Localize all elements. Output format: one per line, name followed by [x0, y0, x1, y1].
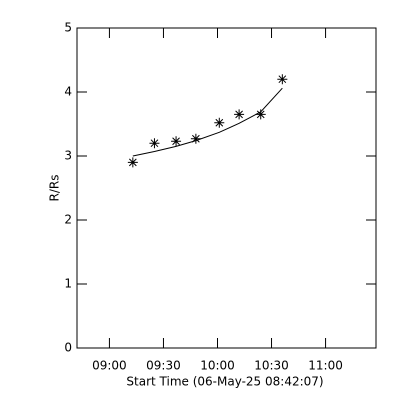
x-tick-label: 10:30 [254, 359, 289, 373]
point [234, 109, 245, 120]
y-axis-label: R/Rs [48, 175, 62, 202]
plot-frame [76, 27, 377, 349]
x-tick-label: 09:30 [146, 359, 181, 373]
point [190, 133, 201, 144]
y-tick-label: 3 [64, 149, 72, 163]
x-axis-label: Start Time (06-May-25 08:42:07) [126, 375, 323, 389]
x-tick-label: 11:00 [308, 359, 343, 373]
x-tick-label: 09:00 [92, 359, 127, 373]
y-tick-label: 5 [64, 21, 72, 35]
point [171, 136, 182, 147]
point [127, 157, 138, 168]
y-tick-label: 2 [64, 213, 72, 227]
point [255, 109, 266, 120]
point [214, 117, 225, 128]
point [149, 138, 160, 149]
y-tick-label: 4 [64, 85, 72, 99]
y-tick-label: 1 [64, 277, 72, 291]
y-tick-label: 0 [64, 341, 72, 355]
fit-line [132, 87, 283, 157]
point [277, 74, 288, 85]
x-tick-label: 10:00 [200, 359, 235, 373]
